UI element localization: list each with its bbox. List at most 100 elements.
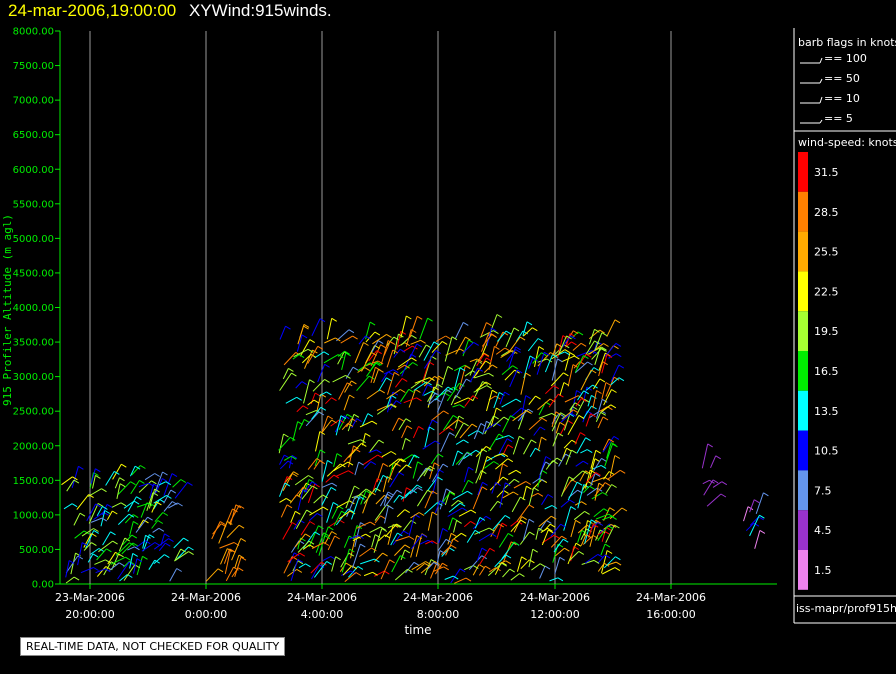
wind-barb bbox=[588, 329, 595, 345]
wind-barb bbox=[462, 339, 469, 357]
wind-barb-flag bbox=[578, 550, 585, 555]
wind-barb-flag bbox=[482, 481, 488, 486]
wind-barb-flag bbox=[132, 552, 138, 557]
wind-barb bbox=[163, 489, 172, 504]
wind-barb-flag bbox=[551, 412, 558, 417]
barb-sample-flag bbox=[819, 57, 823, 64]
y-tick-label: 1500.00 bbox=[13, 476, 54, 487]
wind-barb-flag bbox=[615, 556, 621, 561]
wind-barb bbox=[403, 397, 417, 404]
wind-barb-flag bbox=[101, 517, 108, 522]
wind-barb bbox=[428, 392, 436, 403]
wind-barb-flag bbox=[458, 415, 465, 420]
wind-barb bbox=[129, 521, 134, 537]
wind-barb-flag bbox=[431, 540, 438, 545]
wind-barb bbox=[160, 533, 165, 546]
wind-barb bbox=[307, 458, 318, 470]
wind-barb-flag bbox=[299, 519, 305, 524]
wind-barb-flag bbox=[229, 548, 235, 553]
source-label: iss-mapr/prof915h bbox=[796, 602, 896, 615]
wind-barb bbox=[397, 357, 412, 368]
wind-barb bbox=[396, 364, 405, 371]
wind-barb-flag bbox=[302, 405, 309, 410]
wind-barb bbox=[569, 551, 580, 561]
x-tick-time: 16:00:00 bbox=[646, 608, 695, 621]
wind-barb bbox=[231, 567, 239, 578]
wind-barb-flag bbox=[425, 561, 431, 565]
wind-barb-flag bbox=[495, 482, 501, 487]
wind-barb bbox=[512, 436, 520, 455]
wind-barb-flag bbox=[133, 500, 140, 505]
wind-barb-flag bbox=[183, 537, 189, 542]
wind-barb-flag bbox=[570, 412, 577, 417]
wind-barb-flag bbox=[408, 536, 415, 540]
wind-barb bbox=[597, 416, 604, 429]
wind-barb-flag bbox=[433, 341, 440, 346]
wind-barb bbox=[153, 499, 161, 510]
wind-barb-flag bbox=[357, 565, 364, 570]
wind-barb-flag bbox=[551, 505, 558, 509]
wind-barb-flag bbox=[470, 509, 477, 514]
wind-barb bbox=[333, 510, 342, 526]
wind-barb-flag bbox=[321, 561, 327, 566]
wind-barb-flag bbox=[352, 366, 359, 371]
wind-barb-flag bbox=[600, 411, 606, 416]
wind-barb-flag bbox=[571, 341, 577, 346]
wind-barb-flag bbox=[170, 489, 177, 494]
wind-barb bbox=[600, 543, 606, 556]
wind-barb bbox=[413, 381, 427, 391]
wind-barb-flag bbox=[463, 321, 469, 326]
wind-barb bbox=[395, 378, 403, 388]
wind-barb-flag bbox=[592, 523, 599, 528]
wind-barb-flag bbox=[496, 407, 502, 412]
wind-barb-flag bbox=[570, 335, 576, 340]
wind-barb bbox=[476, 353, 485, 367]
wind-barb-flag bbox=[374, 534, 381, 539]
wind-barb bbox=[368, 449, 377, 454]
speed-legend-title: wind-speed: knots bbox=[798, 136, 896, 149]
wind-barb-flag bbox=[378, 439, 385, 444]
wind-barb-flag bbox=[319, 449, 326, 454]
wind-barb-flag bbox=[365, 488, 372, 493]
wind-barb bbox=[298, 563, 306, 569]
wind-barb-flag bbox=[386, 476, 393, 480]
wind-barb bbox=[71, 466, 79, 489]
wind-barb-flag bbox=[412, 362, 418, 366]
wind-barb-flag bbox=[291, 454, 298, 459]
wind-barb bbox=[410, 379, 423, 389]
wind-barb bbox=[592, 378, 601, 390]
wind-barb bbox=[495, 458, 509, 470]
wind-barb bbox=[511, 496, 521, 513]
wind-barb-flag bbox=[358, 535, 364, 539]
wind-barb bbox=[537, 398, 551, 411]
wind-barb bbox=[377, 404, 392, 415]
wind-barb bbox=[472, 515, 487, 530]
wind-barb bbox=[285, 396, 297, 404]
wind-barb-flag bbox=[442, 562, 448, 567]
wind-barb-flag bbox=[285, 325, 291, 330]
barb-sample-flag bbox=[819, 78, 823, 84]
wind-barb-flag bbox=[372, 571, 378, 576]
wind-barb bbox=[94, 559, 106, 565]
wind-barb bbox=[423, 341, 435, 361]
wind-barb bbox=[311, 318, 321, 337]
wind-barb-flag bbox=[461, 532, 467, 537]
wind-barb bbox=[560, 476, 570, 497]
wind-barb-flag bbox=[348, 470, 354, 475]
wind-barb-flag bbox=[614, 319, 621, 324]
wind-barb-flag bbox=[311, 481, 318, 486]
wind-barb bbox=[486, 327, 492, 346]
wind-barb bbox=[310, 561, 322, 574]
wind-barb bbox=[610, 364, 620, 382]
wind-barb bbox=[486, 390, 493, 412]
wind-barb bbox=[590, 473, 596, 487]
wind-barb bbox=[560, 412, 572, 423]
wind-barb bbox=[477, 352, 485, 362]
wind-barb-flag bbox=[114, 470, 120, 475]
wind-barb-flag bbox=[603, 508, 609, 513]
wind-barb-flag bbox=[134, 546, 140, 551]
wind-barb-flag bbox=[406, 487, 412, 492]
wind-barb bbox=[401, 425, 408, 439]
wind-barb bbox=[119, 574, 128, 582]
wind-barb bbox=[343, 394, 350, 411]
